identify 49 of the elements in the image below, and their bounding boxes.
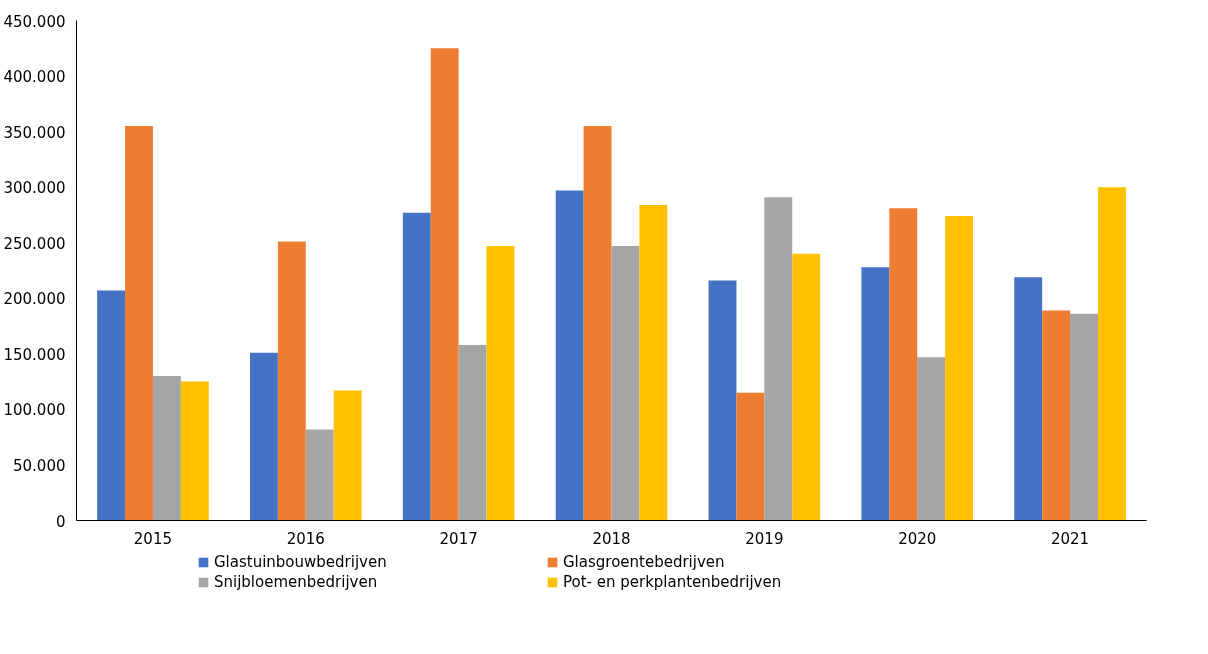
x-tick-label: 2017 (439, 529, 478, 548)
bar (1042, 310, 1071, 521)
legend-label: Glasgroentebedrijven (562, 553, 726, 571)
y-tick-label: 150.000 (3, 345, 66, 364)
legend-label: Glastuinbouwbedrijven (213, 553, 388, 571)
y-tick-label: 50.000 (13, 456, 66, 475)
bar (402, 212, 431, 521)
bar (1014, 277, 1043, 521)
x-tick-label: 2015 (133, 529, 173, 548)
bar (486, 246, 515, 521)
bar (583, 126, 612, 521)
bar (305, 429, 334, 521)
bar (861, 267, 890, 521)
bar (125, 126, 153, 521)
bar (333, 390, 362, 521)
x-tick-label: 2018 (592, 529, 631, 548)
y-tick-label: 0 (55, 512, 66, 531)
bar (458, 344, 487, 521)
bar (1070, 313, 1098, 521)
bar (639, 204, 668, 521)
bar (180, 381, 209, 521)
bar (611, 246, 640, 521)
y-tick-label: 450.000 (3, 12, 66, 31)
bar (430, 48, 459, 521)
y-tick-label: 300.000 (3, 179, 66, 198)
bar (277, 241, 306, 521)
bar (708, 280, 737, 521)
y-tick-label: 100.000 (3, 401, 66, 420)
bar (152, 376, 181, 521)
legend-label: Snijbloemenbedrijven (213, 573, 379, 591)
bar (792, 253, 821, 521)
x-tick-label: 2020 (898, 529, 937, 548)
y-tick-label: 200.000 (3, 290, 66, 309)
y-tick-label: 250.000 (3, 234, 66, 253)
bar (889, 208, 918, 521)
legend-label: Pot- en perkplantenbedrijven (562, 573, 783, 591)
x-tick-label: 2019 (745, 529, 784, 548)
bar (249, 352, 278, 521)
y-tick-label: 400.000 (3, 68, 66, 87)
bar (1097, 187, 1126, 521)
bar (917, 357, 946, 521)
bar (945, 216, 974, 521)
x-tick-label: 2016 (286, 529, 325, 548)
bar (764, 197, 793, 521)
y-tick-label: 350.000 (3, 123, 66, 142)
bar (97, 290, 126, 521)
bar (555, 190, 584, 521)
bar (736, 392, 765, 521)
x-tick-label: 2021 (1050, 529, 1090, 548)
